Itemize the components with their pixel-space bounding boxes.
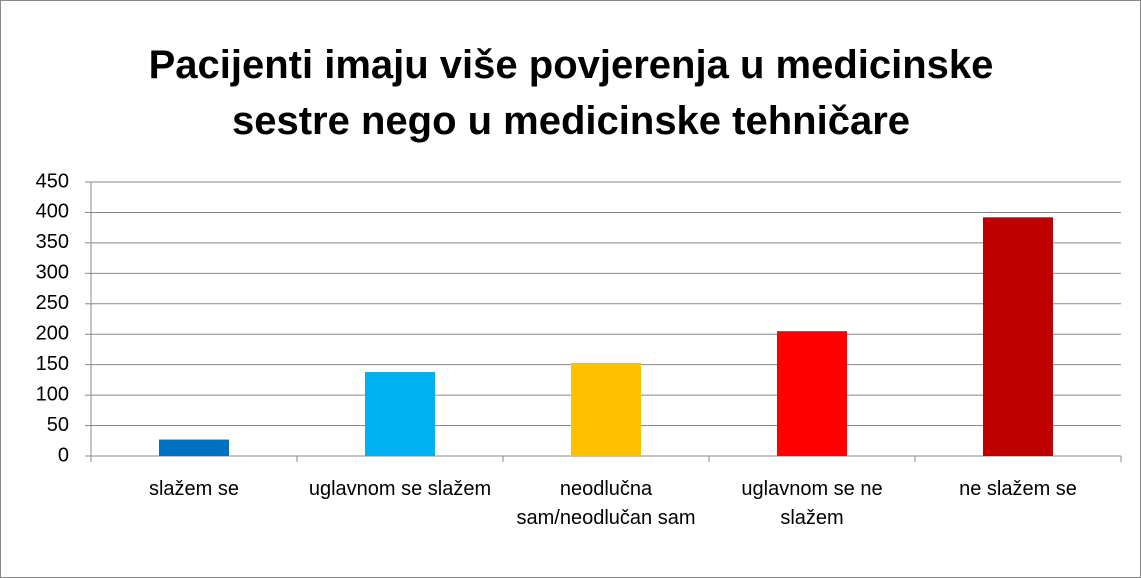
chart-title: Pacijenti imaju više povjerenja u medici… [148,43,994,143]
x-tick-label: uglavnom se ne slažem [741,478,883,529]
x-tick-label: ne slažem se [959,478,1077,500]
y-tick-label: 350 [36,231,69,253]
bar [983,217,1053,456]
bar [159,439,229,456]
bar [365,371,435,456]
x-tick-label: slažem se [148,478,240,500]
x-tick-label: neodlučna sam/neodlučan sam [516,478,696,529]
y-tick-label: 400 [36,201,69,223]
y-tick-label: 200 [36,323,69,345]
y-tick-label: 100 [36,383,69,405]
y-tick-label: 450 [36,170,69,192]
bar [777,331,847,456]
y-tick-label: 250 [36,292,69,314]
y-tick-label: 150 [36,353,69,375]
x-tick-label: uglavnom se slažem [308,478,492,500]
y-tick-label: 0 [58,444,69,466]
y-tick-label: 300 [36,262,69,284]
y-tick-label: 50 [47,414,69,436]
bar [571,362,641,456]
